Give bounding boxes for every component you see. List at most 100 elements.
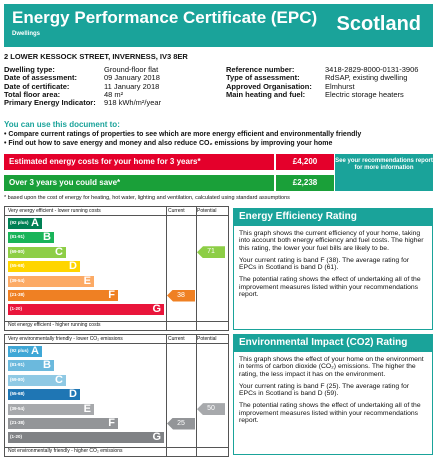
detail-row: Approved Organisation: Elmhurst — [226, 82, 418, 91]
band-range: (1-20) — [10, 434, 23, 440]
potential-column-divider — [196, 335, 197, 456]
rating-band-d: (55-68) D — [8, 388, 80, 401]
efficiency-panel-body: This graph shows the current efficiency … — [233, 225, 433, 330]
detail-label: Main heating and fuel: — [226, 89, 306, 99]
environmental-panel-title: Environmental Impact (CO2) Rating — [239, 337, 408, 348]
panel-paragraph: The potential rating shows the effect of… — [239, 276, 421, 299]
rating-band-g: (1-20) G — [8, 303, 164, 316]
rating-band-g: (1-20) G — [8, 431, 164, 444]
panel-paragraph: Your current rating is band F (25). The … — [239, 382, 410, 398]
band-range: (81-91) — [10, 234, 25, 240]
detail-label: Dwelling type: — [4, 65, 55, 74]
bullet-item: • Compare current ratings of properties … — [4, 131, 362, 138]
page-title: Energy Performance Certificate (EPC) — [12, 8, 318, 27]
rating-band-e: (39-54) E — [8, 402, 94, 415]
band-range: (69-80) — [10, 376, 25, 382]
rating-band-c: (69-80) C — [8, 246, 66, 258]
property-address: 2 LOWER KESSOCK STREET, INVERNESS, IV3 8… — [4, 52, 188, 61]
epc-header: Energy Performance Certificate (EPC) Dwe… — [4, 4, 433, 47]
band-range: (21-38) — [10, 292, 25, 297]
band-range: (92 plus) — [10, 348, 29, 353]
detail-label: Total floor area: — [4, 89, 61, 99]
detail-label: Primary Energy Indicator: — [4, 98, 96, 108]
rating-band-a: (92 plus) A — [8, 345, 42, 357]
bullet-text: Find out how to save energy and money an… — [8, 140, 333, 147]
rating-band-a: (92 plus) A — [8, 217, 42, 229]
bullet-text: Compare current ratings of properties to… — [8, 131, 362, 138]
band-range: (21-38) — [10, 420, 25, 425]
detail-label: Date of certificate: — [4, 81, 70, 91]
current-column-header: Current — [168, 336, 185, 342]
header-divider — [5, 215, 228, 216]
use-heading: You can use this document to: — [4, 120, 120, 129]
band-letter: F — [108, 289, 115, 301]
savings-row: Over 3 years you could save* £2,238 — [4, 175, 334, 191]
current-column-divider — [166, 335, 167, 456]
details-left: Dwelling type: Ground-floor flat Date of … — [4, 65, 162, 108]
band-letter: A — [31, 217, 39, 229]
detail-value: 918 kWh/m²/year — [104, 98, 162, 108]
footer-divider — [5, 321, 228, 322]
chart-top-label: Very environmentally friendly - lower CO… — [8, 336, 123, 342]
panel-paragraph: This graph shows the current efficiency … — [239, 230, 424, 252]
band-letter: F — [108, 417, 115, 429]
detail-row: Dwelling type: Ground-floor flat — [4, 65, 161, 74]
chart-top-label: Very energy efficient - lower running co… — [8, 208, 101, 214]
detail-value: 09 January 2018 — [104, 73, 160, 83]
detail-label: Date of assessment: — [4, 73, 77, 83]
country-label: Scotland — [336, 13, 421, 35]
detail-row: Type of assessment: RdSAP, existing dwell… — [226, 73, 418, 83]
environmental-panel-body: This graph shows the effect of your home… — [233, 351, 433, 455]
details-right: Reference number: 3418-2829-8000-0131-390… — [226, 65, 419, 99]
rating-band-c: (69-80) C — [8, 374, 66, 386]
band-letter: G — [152, 431, 161, 444]
recommendations-note: See your recommendations report for more… — [335, 154, 433, 191]
band-letter: E — [83, 274, 91, 287]
detail-row: Date of certificate: 11 January 2018 — [4, 81, 161, 91]
rating-band-b: (81-91) B — [8, 231, 54, 244]
band-letter: D — [69, 388, 77, 401]
potential-column-header: Potential — [197, 336, 217, 342]
detail-value: 48 m² — [104, 89, 124, 99]
recommendations-text: See your recommendations report for more… — [335, 158, 433, 171]
current-rating-arrow: 38 — [167, 289, 195, 302]
environmental-panel-header: Environmental Impact (CO2) Rating — [233, 334, 433, 351]
potential-rating-arrow: 71 — [197, 246, 225, 259]
detail-value: Electric storage heaters — [325, 89, 404, 99]
band-range: (39-54) — [10, 405, 25, 411]
detail-value: 11 January 2018 — [104, 81, 160, 91]
detail-row: Main heating and fuel: Electric storage h… — [226, 89, 418, 99]
band-range: (69-80) — [10, 248, 25, 254]
band-letter: G — [152, 303, 161, 316]
current-column-divider — [166, 207, 167, 330]
band-letter: B — [43, 359, 51, 372]
chart-bottom-label: Not environmentally friendly - higher CO… — [8, 448, 123, 454]
rating-band-b: (81-91) B — [8, 359, 54, 372]
potential-rating-arrow: 50 — [197, 403, 225, 416]
efficiency-panel-title: Energy Efficiency Rating — [239, 211, 357, 222]
environmental-impact-chart: Very environmentally friendly - lower CO… — [4, 334, 229, 457]
efficiency-panel-header: Energy Efficiency Rating — [233, 208, 433, 225]
band-range: (55-68) — [10, 391, 25, 397]
rating-band-f: (21-38) F — [8, 289, 118, 301]
bullet-item: • Find out how to save energy and money … — [4, 140, 333, 147]
band-range: (55-68) — [10, 263, 25, 269]
header-divider — [5, 343, 228, 344]
chart-bottom-label: Not energy efficient - higher running co… — [8, 322, 101, 328]
band-range: (39-54) — [10, 277, 25, 283]
detail-row: Primary Energy Indicator: 918 kWh/m²/year — [4, 98, 162, 108]
panel-paragraph: Your current rating is band F (38). The … — [239, 256, 410, 272]
panel-paragraph: This graph shows the effect of your home… — [239, 356, 424, 378]
rating-band-d: (55-68) D — [8, 260, 80, 273]
band-letter: E — [83, 402, 91, 415]
rating-band-e: (39-54) E — [8, 274, 94, 287]
detail-value: RdSAP, existing dwelling — [325, 73, 408, 83]
rating-band-f: (21-38) F — [8, 417, 118, 429]
footer-divider — [5, 447, 228, 448]
estimated-cost-row: Estimated energy costs for your home for… — [4, 154, 334, 170]
band-letter: D — [69, 260, 77, 273]
detail-label: Type of assessment: — [226, 73, 300, 83]
cost-footnote: * based upon the cost of energy for heat… — [4, 195, 290, 201]
detail-value: 3418-2829-8000-0131-3906 — [325, 65, 419, 74]
band-range: (1-20) — [10, 306, 23, 312]
